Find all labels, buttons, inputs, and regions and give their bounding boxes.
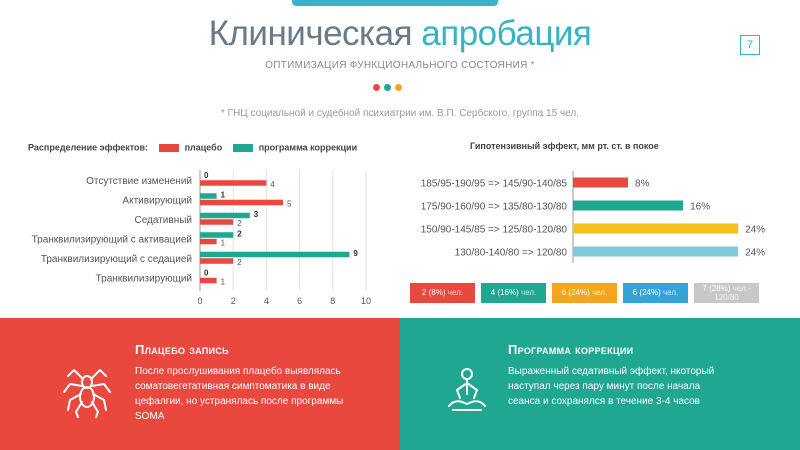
- chart-legend: Распределение эффектов: плацебо программ…: [28, 142, 357, 153]
- bar-correction: [200, 251, 350, 258]
- x-tick-label: 4: [264, 296, 269, 306]
- legend-swatch-placebo: [158, 143, 179, 152]
- bar-correction: [200, 193, 217, 199]
- correction-title: Программа коррекции: [508, 342, 634, 357]
- category-label: Транквилизирующий: [96, 273, 192, 284]
- data-label-placebo: 1: [221, 277, 226, 286]
- data-label: 24%: [745, 225, 765, 236]
- summary-box-unit: чел.: [662, 288, 679, 297]
- bar-placebo: [200, 258, 234, 264]
- summary-box: 2 (8%) чел.: [410, 283, 475, 303]
- page-number: 7: [740, 35, 760, 55]
- data-label: 16%: [690, 202, 710, 213]
- category-label: 175/90-160/90 => 135/80-130/80: [421, 202, 568, 213]
- placebo-title: Плацебо запись: [135, 342, 229, 357]
- data-label-placebo: 1: [221, 238, 226, 247]
- hypotensive-chart-title: Гипотензивный эффект, мм рт. ст. в покое: [470, 141, 659, 151]
- bar-placebo: [200, 199, 283, 206]
- top-accent-bar: [292, 0, 498, 6]
- dot-orange: [395, 84, 402, 91]
- legend-label-correction: программа коррекции: [258, 142, 358, 153]
- category-label: Отсутствие изменений: [86, 176, 192, 187]
- data-label-correction: 2: [237, 229, 242, 238]
- spider-icon: [63, 369, 111, 418]
- legend-label-placebo: плацебо: [184, 142, 223, 153]
- legend-title: Распределение эффектов:: [28, 142, 149, 153]
- data-label: 8%: [635, 179, 650, 190]
- summary-box: 6 (24%) чел.: [552, 283, 617, 303]
- summary-box: 6 (24%) чел.: [623, 283, 688, 303]
- bar-placebo: [200, 238, 217, 245]
- summary-box: 7 (28%) чел.- 120/80: [694, 283, 759, 303]
- bar-correction: [200, 212, 250, 219]
- data-label-correction: 9: [353, 249, 358, 258]
- bar: [573, 177, 629, 188]
- x-tick-label: 10: [361, 296, 371, 306]
- data-label-placebo: 4: [270, 180, 275, 189]
- placebo-panel: Плацебо запись После прослушивания плаце…: [0, 318, 400, 450]
- category-label: Активирующий: [122, 195, 192, 206]
- hypotensive-effect-chart: 185/95-190/95 => 145/90-140/85 8% 175/90-1…: [421, 171, 765, 263]
- source-note: * ГНЦ социальной и судебной психиатрии и…: [220, 108, 580, 119]
- summary-box-value: 7 (28%): [702, 284, 733, 293]
- title-part-1: Клиническая: [208, 14, 413, 53]
- category-label: Седативный: [134, 215, 192, 226]
- bar: [573, 223, 739, 234]
- decorative-dots: [373, 78, 406, 96]
- data-label-correction: 3: [254, 210, 259, 219]
- placebo-text: После прослушивания плацебо выявлялась с…: [135, 366, 344, 422]
- bar: [573, 200, 684, 211]
- category-label: Транквилизирующий с активацией: [32, 234, 192, 245]
- summary-box-value: 6 (24%): [632, 288, 663, 297]
- data-label-placebo: 2: [237, 219, 242, 228]
- bar-placebo: [200, 180, 267, 186]
- summary-box-value: 6 (24%): [561, 288, 592, 297]
- legend-swatch-correction: [232, 143, 253, 152]
- summary-box-unit: чел.- 120/80: [714, 284, 751, 302]
- x-tick-label: 6: [297, 296, 302, 306]
- data-label-placebo: 2: [237, 258, 242, 267]
- x-tick-label: 8: [330, 296, 335, 306]
- bar-placebo: [200, 219, 234, 225]
- correction-panel: Программа коррекции Выраженный седативны…: [400, 318, 800, 450]
- bar-placebo: [200, 277, 217, 284]
- page-title: Клиническая апробация: [0, 14, 800, 54]
- summary-box-unit: чел.: [447, 288, 464, 297]
- bar-correction: [200, 232, 234, 238]
- page-subtitle: ОПТИМИЗАЦИЯ ФУНКЦИОНАЛЬНОГО СОСТОЯНИЯ *: [265, 60, 535, 71]
- title-part-2: апробация: [421, 14, 592, 53]
- x-tick-label: 2: [231, 296, 236, 306]
- category-label: 130/80-140/80 => 120/80: [455, 248, 568, 259]
- category-label: 150/90-145/85 => 125/80-120/80: [421, 225, 568, 236]
- dot-green: [384, 84, 391, 91]
- correction-text: Выраженный седативный эффект, нкоторый н…: [508, 366, 715, 407]
- dot-red: [373, 84, 380, 91]
- summary-box-unit: чел.: [520, 288, 537, 297]
- meditation-icon: [448, 368, 486, 411]
- data-label: 24%: [745, 248, 765, 259]
- x-tick-label: 0: [197, 296, 202, 306]
- summary-box-value: 4 (16%): [490, 288, 521, 297]
- category-label: 185/95-190/95 => 145/90-140/85: [421, 179, 568, 190]
- bar: [573, 246, 739, 257]
- data-label-correction: 0: [204, 268, 209, 277]
- summary-box: 4 (16%) чел.: [481, 283, 546, 303]
- summary-box-value: 2 (8%): [421, 288, 448, 297]
- category-label: Транквилизирующий с седацией: [41, 254, 192, 265]
- data-label-correction: 0: [204, 171, 209, 180]
- summary-box-unit: чел.: [591, 288, 608, 297]
- data-label-placebo: 5: [287, 199, 292, 208]
- data-label-correction: 1: [221, 190, 226, 199]
